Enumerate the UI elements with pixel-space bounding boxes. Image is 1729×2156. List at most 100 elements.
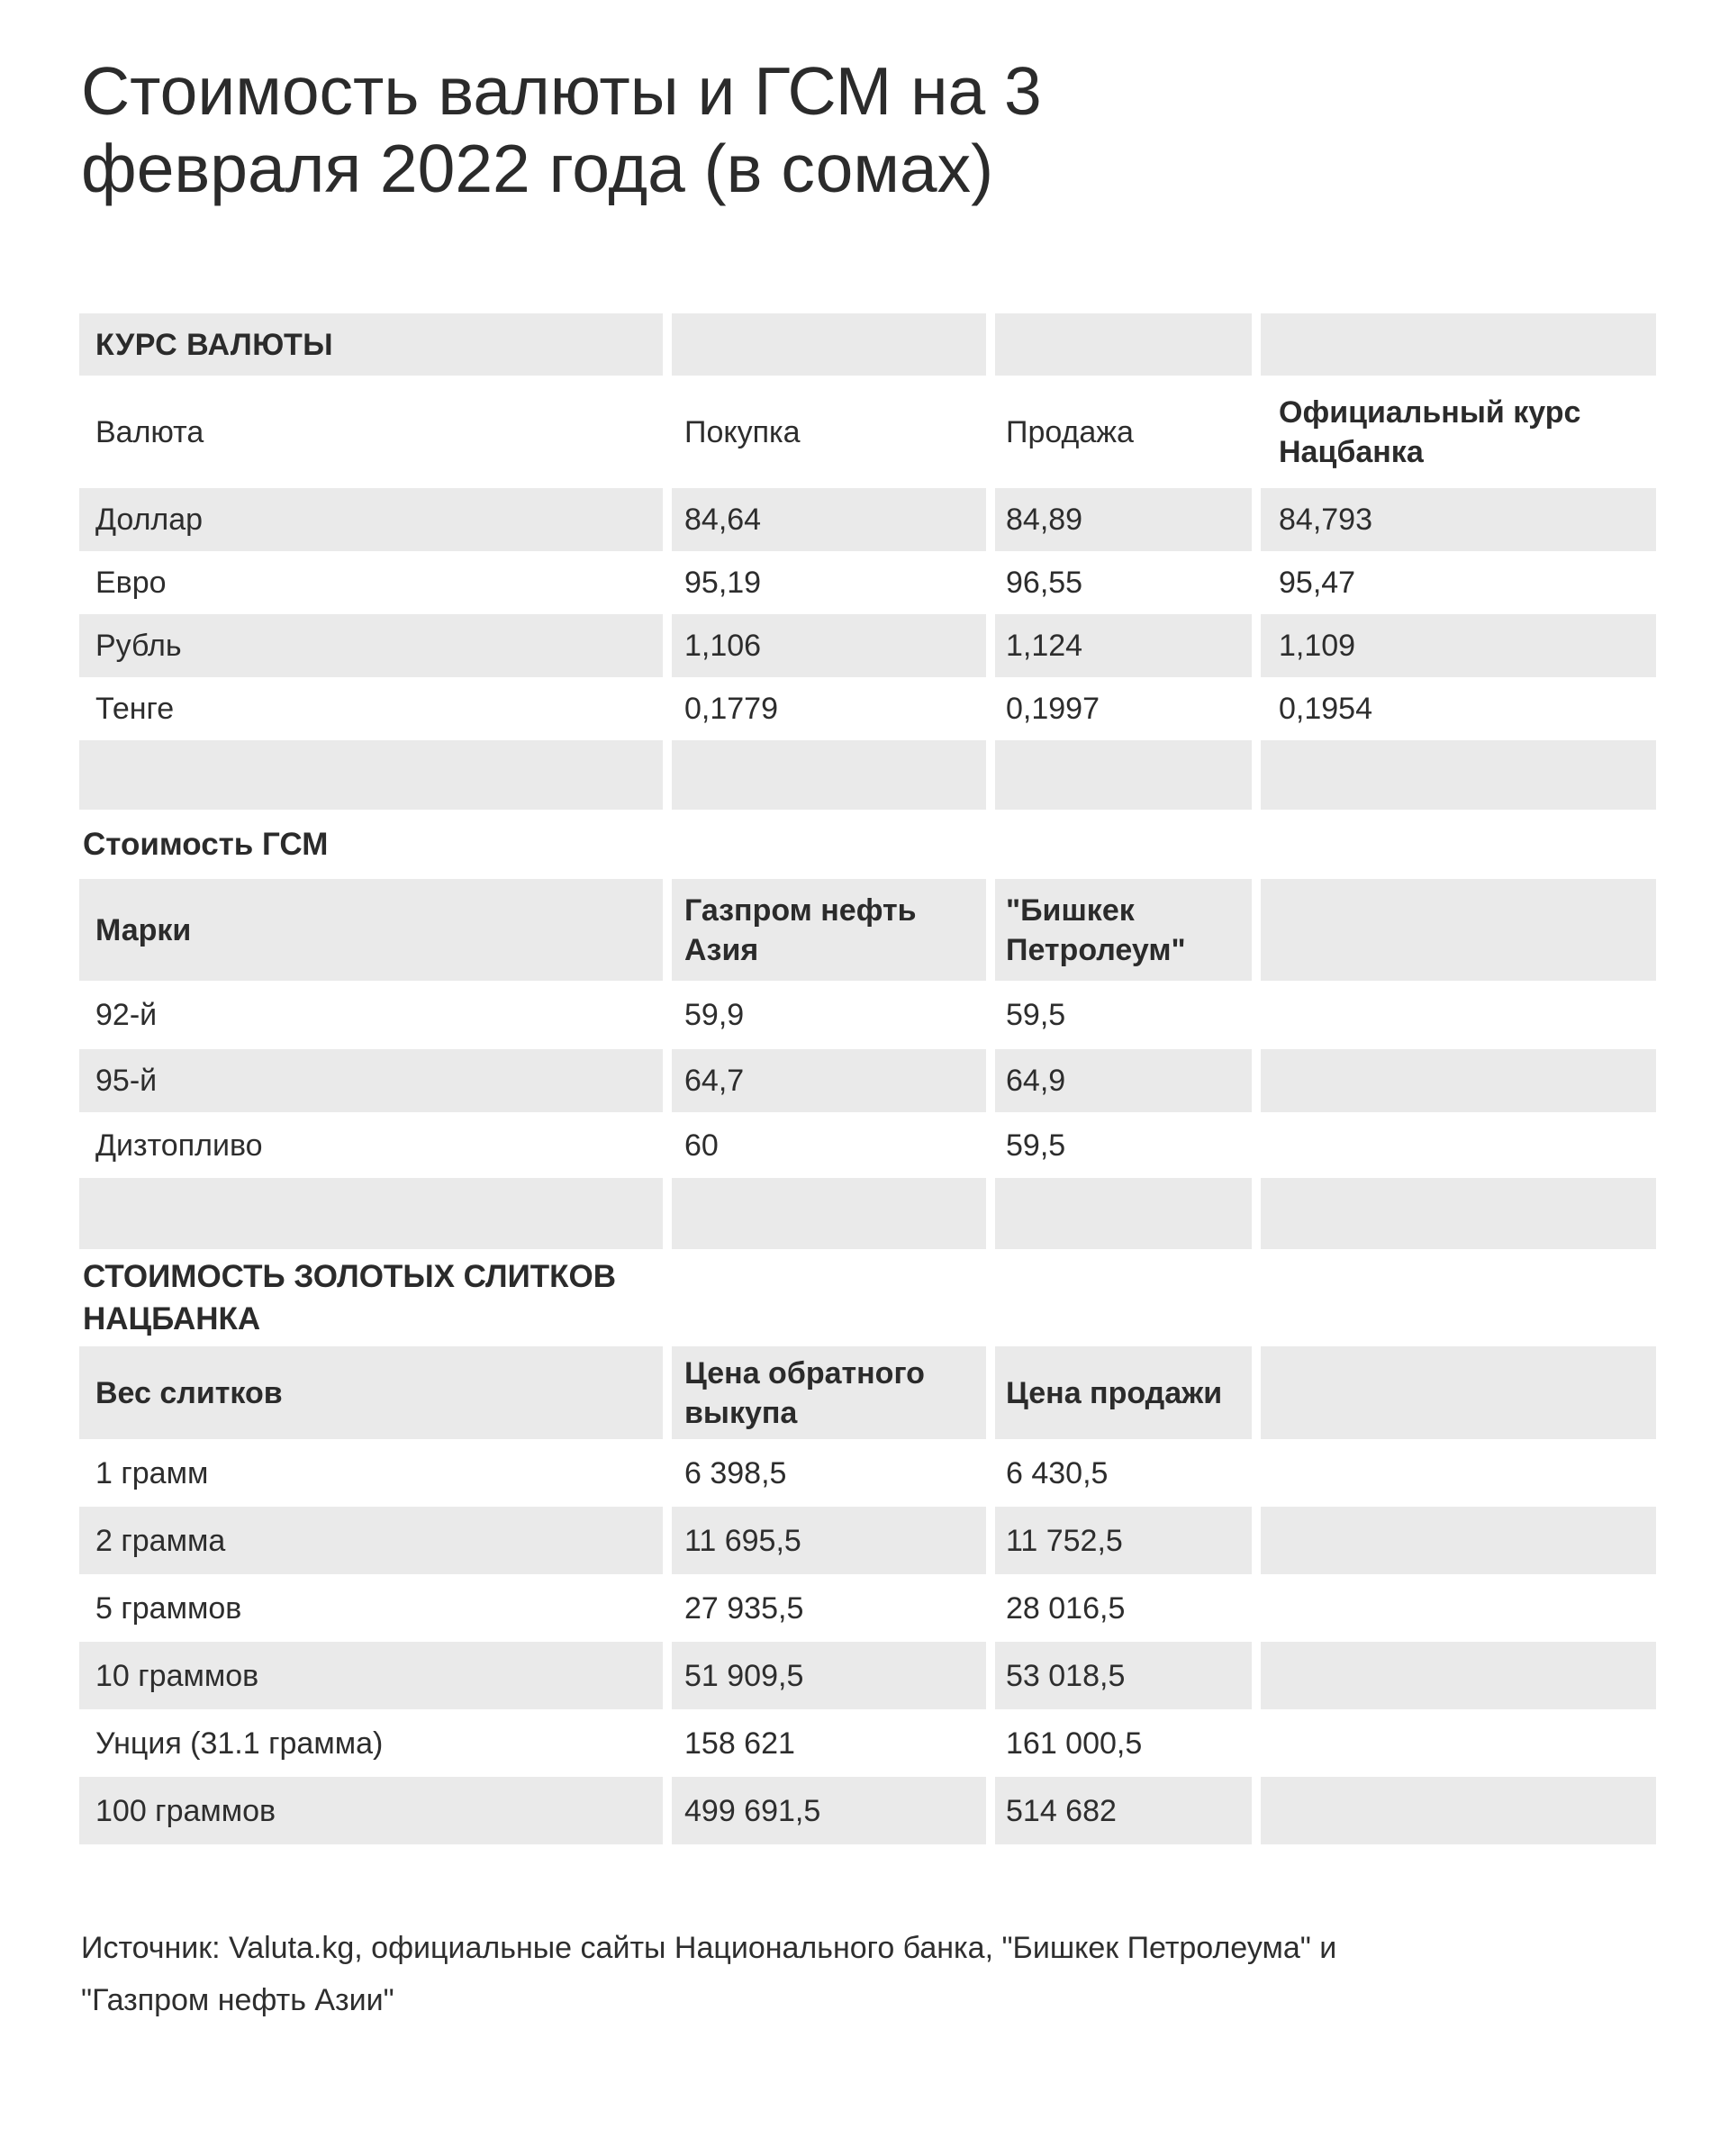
currency-table: КУРС ВАЛЮТЫ Валюта Покупка Продажа Офици… xyxy=(79,313,1656,810)
empty-row xyxy=(79,1178,1656,1249)
empty-cell xyxy=(995,313,1261,376)
empty-cell xyxy=(1261,313,1656,376)
col-header-brand: Марки xyxy=(79,879,672,981)
empty-cell xyxy=(1261,1439,1656,1507)
table-row-dollar: Доллар 84,64 84,89 84,793 xyxy=(79,488,1656,551)
empty-cell xyxy=(1261,1049,1656,1112)
col-header-bishkek-petroleum: "Бишкек Петролеум" xyxy=(995,879,1261,981)
empty-cell xyxy=(1261,981,1656,1049)
table-row-1g: 1 грамм 6 398,5 6 430,5 xyxy=(79,1439,1656,1507)
col-header-sell: Продажа xyxy=(995,376,1261,488)
value-cell: 59,5 xyxy=(995,981,1261,1049)
gold-section-title-text: СТОИМОСТЬ ЗОЛОТЫХ СЛИТКОВ НАЦБАНКА xyxy=(83,1259,617,1336)
value-cell: 6 398,5 xyxy=(672,1439,995,1507)
row-label: Евро xyxy=(79,551,672,614)
empty-cell xyxy=(1261,879,1656,981)
value-cell: 1,124 xyxy=(995,614,1261,677)
empty-cell xyxy=(672,1178,995,1249)
fuel-table: Марки Газпром нефть Азия "Бишкек Петроле… xyxy=(79,879,1656,1249)
table-row-ai92: 92-й 59,9 59,5 xyxy=(79,981,1656,1049)
source-note-line-2: "Газпром нефть Азии" xyxy=(81,1983,394,2017)
empty-cell xyxy=(79,740,672,810)
row-label: Тенге xyxy=(79,677,672,740)
col-header-currency: Валюта xyxy=(79,376,672,488)
empty-row xyxy=(79,740,1656,810)
row-label: Рубль xyxy=(79,614,672,677)
table-row-ruble: Рубль 1,106 1,124 1,109 xyxy=(79,614,1656,677)
empty-cell xyxy=(1261,1574,1656,1642)
empty-cell xyxy=(672,313,995,376)
row-label: Дизтопливо xyxy=(79,1112,672,1178)
value-cell: 0,1779 xyxy=(672,677,995,740)
table-row-2g: 2 грамма 11 695,5 11 752,5 xyxy=(79,1507,1656,1574)
value-cell: 59,9 xyxy=(672,981,995,1049)
col-header-gazprom: Газпром нефть Азия xyxy=(672,879,995,981)
value-cell: 60 xyxy=(672,1112,995,1178)
infographic-page: Стоимость валюты и ГСМ на 3 февраля 2022… xyxy=(0,52,1729,2156)
source-note: Источник: Valuta.kg, официальные сайты Н… xyxy=(79,1922,1656,2026)
row-label: Доллар xyxy=(79,488,672,551)
source-note-line-1: Источник: Valuta.kg, официальные сайты Н… xyxy=(81,1931,1337,1965)
empty-cell xyxy=(1261,1709,1656,1777)
value-cell: 96,55 xyxy=(995,551,1261,614)
empty-cell xyxy=(1261,740,1656,810)
value-cell: 51 909,5 xyxy=(672,1642,995,1709)
value-cell: 59,5 xyxy=(995,1112,1261,1178)
table-row-tenge: Тенге 0,1779 0,1997 0,1954 xyxy=(79,677,1656,740)
empty-cell xyxy=(79,1178,672,1249)
gold-header-row: Вес слитков Цена обратного выкупа Цена п… xyxy=(79,1346,1656,1439)
value-cell: 6 430,5 xyxy=(995,1439,1261,1507)
value-cell: 95,19 xyxy=(672,551,995,614)
row-label: 2 грамма xyxy=(79,1507,672,1574)
row-label: 92-й xyxy=(79,981,672,1049)
page-title: Стоимость валюты и ГСМ на 3 февраля 2022… xyxy=(81,52,1656,207)
row-label: 95-й xyxy=(79,1049,672,1112)
table-row-5g: 5 граммов 27 935,5 28 016,5 xyxy=(79,1574,1656,1642)
row-label: 1 грамм xyxy=(79,1439,672,1507)
row-label: 5 граммов xyxy=(79,1574,672,1642)
value-cell: 1,109 xyxy=(1261,614,1656,677)
table-row-ounce: Унция (31.1 грамма) 158 621 161 000,5 xyxy=(79,1709,1656,1777)
value-cell: 84,89 xyxy=(995,488,1261,551)
table-row-ai95: 95-й 64,7 64,9 xyxy=(79,1049,1656,1112)
value-cell: 161 000,5 xyxy=(995,1709,1261,1777)
value-cell: 64,7 xyxy=(672,1049,995,1112)
value-cell: 499 691,5 xyxy=(672,1777,995,1844)
table-row-diesel: Дизтопливо 60 59,5 xyxy=(79,1112,1656,1178)
value-cell: 84,793 xyxy=(1261,488,1656,551)
empty-cell xyxy=(1261,1642,1656,1709)
value-cell: 95,47 xyxy=(1279,566,1356,600)
currency-header-row: Валюта Покупка Продажа Официальный курс … xyxy=(79,376,1656,488)
table-row-euro: Евро 95,19 96,55 95,47 xyxy=(79,551,1656,614)
empty-cell xyxy=(1261,1507,1656,1574)
value-cell: 1,106 xyxy=(672,614,995,677)
col-header-official-rate: Официальный курс Нацбанка xyxy=(1279,394,1581,469)
section-label: КУРС ВАЛЮТЫ xyxy=(79,313,672,376)
gold-table: Вес слитков Цена обратного выкупа Цена п… xyxy=(79,1346,1656,1844)
page-title-line-2: февраля 2022 года (в сомах) xyxy=(81,131,994,206)
value-cell: 27 935,5 xyxy=(672,1574,995,1642)
row-label: 10 граммов xyxy=(79,1642,672,1709)
col-header-buy: Покупка xyxy=(672,376,995,488)
empty-cell xyxy=(1261,1777,1656,1844)
value-cell: 0,1954 xyxy=(1279,692,1372,726)
value-cell: 84,64 xyxy=(672,488,995,551)
fuel-section-title-text: Стоимость ГСМ xyxy=(83,826,329,862)
col-header-sale-price: Цена продажи xyxy=(995,1346,1261,1439)
gold-section-title: СТОИМОСТЬ ЗОЛОТЫХ СЛИТКОВ НАЦБАНКА xyxy=(79,1249,1656,1346)
value-cell: 514 682 xyxy=(995,1777,1261,1844)
col-header-buyback-price: Цена обратного выкупа xyxy=(672,1346,995,1439)
page-title-line-1: Стоимость валюты и ГСМ на 3 xyxy=(81,53,1042,129)
table-row-100g: 100 граммов 499 691,5 514 682 xyxy=(79,1777,1656,1844)
row-label: Унция (31.1 грамма) xyxy=(79,1709,672,1777)
fuel-section-title: Стоимость ГСМ xyxy=(79,810,1656,879)
empty-cell xyxy=(672,740,995,810)
value-cell: 28 016,5 xyxy=(995,1574,1261,1642)
fuel-header-row: Марки Газпром нефть Азия "Бишкек Петроле… xyxy=(79,879,1656,981)
empty-cell xyxy=(1261,1346,1656,1439)
col-header-weight: Вес слитков xyxy=(79,1346,672,1439)
row-label: 100 граммов xyxy=(79,1777,672,1844)
empty-cell xyxy=(1261,1178,1656,1249)
currency-section-row: КУРС ВАЛЮТЫ xyxy=(79,313,1656,376)
empty-cell xyxy=(995,1178,1261,1249)
